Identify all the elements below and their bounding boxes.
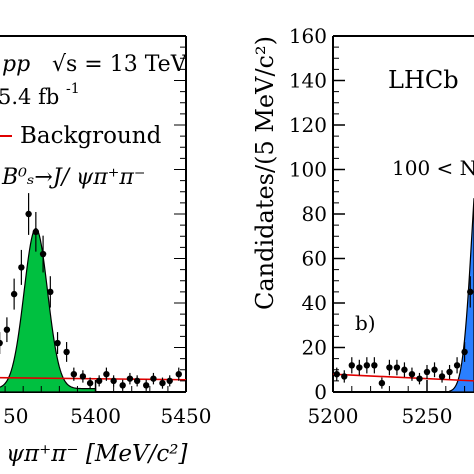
data-point [47, 288, 54, 296]
data-point [126, 375, 134, 382]
data-point [10, 290, 18, 298]
left-lumi-sup: -1 [66, 81, 80, 97]
left-lumi-label: 5.4 fb [0, 85, 59, 109]
y-tick-label: 140 [289, 69, 327, 93]
data-point [103, 371, 110, 378]
data-point [39, 250, 47, 258]
data-point [110, 377, 117, 385]
x-tick-label: 5450 [161, 404, 212, 428]
data-point [363, 362, 371, 369]
legend-background-label: Background [20, 123, 162, 149]
data-point [438, 373, 446, 380]
data-point [32, 228, 40, 235]
data-point [143, 382, 150, 389]
right-data-points [333, 276, 474, 389]
y-tick-label: 60 [302, 247, 327, 271]
multiplicity-bin-label: 100 < N [392, 156, 474, 180]
data-point [150, 375, 157, 382]
background-line [332, 373, 474, 382]
data-point [408, 371, 416, 378]
data-point [423, 368, 431, 376]
x-tick-label: 5400 [70, 404, 121, 428]
signal-area [448, 198, 474, 393]
data-point [393, 364, 401, 371]
x-tick-label: 5200 [308, 404, 359, 428]
y-tick-label: 40 [302, 291, 327, 315]
right-background-curve [332, 373, 474, 382]
data-point [95, 377, 103, 385]
data-point [416, 375, 423, 382]
lhcb-label: LHCb [388, 66, 459, 94]
data-point [25, 210, 32, 218]
data-point [356, 364, 363, 371]
left-energy-label: √s = 13 TeV [52, 52, 188, 77]
y-tick-label: 80 [302, 202, 327, 226]
left-partial-xtick: 50 [3, 404, 28, 428]
data-point [54, 339, 61, 347]
y-tick-label: 160 [289, 24, 327, 48]
right-signal-fill [448, 198, 474, 393]
x-tick-label: 5250 [402, 404, 453, 428]
data-point [18, 264, 25, 271]
data-point [79, 373, 87, 380]
data-point [3, 326, 11, 333]
left-x-ticks: 5400 5450 [4, 35, 212, 428]
left-pp-label: pp [2, 52, 30, 77]
data-point [119, 382, 126, 389]
data-point [175, 371, 182, 378]
left-data-points [0, 193, 182, 391]
data-point [341, 373, 348, 380]
data-point [446, 368, 453, 376]
right-y-axis-label: Candidates/(5 MeV/c²) [251, 36, 279, 310]
left-panel: 5400 5450 pp √s = 13 TeV 5.4 fb -1 Backgr… [0, 35, 212, 467]
left-x-axis-label: ψπ⁺π⁻ [MeV/c²] [6, 441, 187, 467]
data-point [133, 377, 141, 385]
data-point [333, 371, 340, 378]
y-tick-label: 120 [289, 113, 327, 137]
right-panel: 0 20 40 60 80 100 120 140 160 5200 5250 LHCb 100 … [251, 24, 474, 428]
right-y-ticks: 0 20 40 60 80 100 120 140 160 [289, 24, 345, 404]
signal-area [0, 227, 97, 393]
data-point [166, 377, 173, 385]
data-point [378, 379, 386, 387]
data-point [431, 366, 438, 373]
panel-tag-b: b) [355, 311, 376, 335]
data-point [70, 371, 78, 378]
y-tick-label: 0 [314, 380, 327, 404]
data-point [63, 348, 70, 356]
data-point [453, 362, 461, 369]
data-point [86, 379, 94, 387]
data-point [348, 362, 355, 369]
data-point [371, 362, 378, 369]
legend-signal-label: B⁰ₛ→J/ ψπ⁺π⁻ [1, 165, 145, 190]
y-tick-label: 20 [302, 336, 327, 360]
left-signal-fill [0, 227, 97, 393]
data-point [401, 366, 408, 373]
y-tick-label: 100 [289, 158, 327, 182]
data-point [461, 348, 468, 356]
data-point [467, 288, 474, 296]
data-point [159, 379, 166, 387]
data-point [386, 364, 393, 371]
data-point [0, 339, 3, 347]
right-x-ticks: 5200 5250 [308, 380, 466, 428]
